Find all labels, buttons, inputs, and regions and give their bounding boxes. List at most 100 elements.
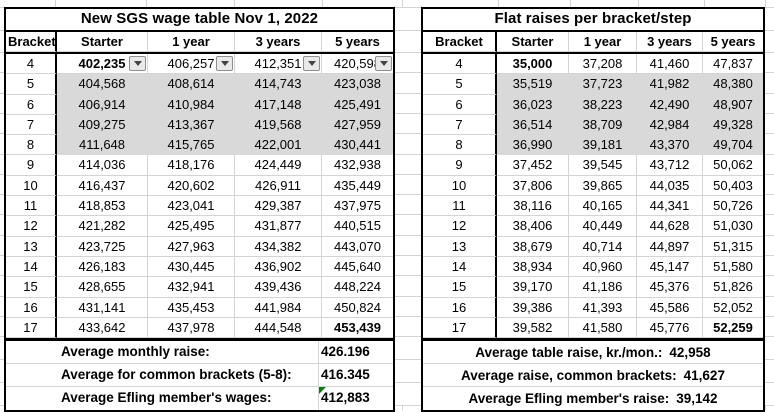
bracket-cell[interactable]: 11 (423, 196, 497, 217)
value-cell[interactable]: 415,765 (148, 135, 235, 156)
filter-dropdown-button[interactable] (375, 56, 392, 71)
column-header-1-year[interactable]: 1 year (148, 32, 235, 52)
value-cell[interactable]: 423,041 (148, 196, 235, 217)
bracket-cell[interactable]: 12 (423, 216, 497, 237)
value-cell[interactable]: 414,743 (235, 74, 322, 95)
bracket-cell[interactable]: 9 (6, 155, 57, 176)
value-cell[interactable]: 420,598 (322, 54, 393, 75)
value-cell[interactable]: 51,315 (703, 237, 763, 257)
value-cell[interactable]: 44,628 (637, 216, 703, 237)
bracket-cell[interactable]: 16 (423, 297, 497, 318)
bracket-cell[interactable]: 5 (6, 74, 57, 95)
value-cell[interactable]: 439,436 (235, 277, 322, 298)
value-cell[interactable]: 431,141 (57, 297, 148, 318)
value-cell[interactable]: 417,148 (235, 94, 322, 115)
value-cell[interactable]: 43,370 (637, 135, 703, 156)
bracket-cell[interactable]: 17 (6, 317, 57, 339)
value-cell[interactable]: 45,586 (637, 297, 703, 318)
value-cell[interactable]: 429,387 (235, 196, 322, 217)
value-cell[interactable]: 410,984 (148, 94, 235, 115)
value-cell[interactable]: 39,170 (497, 277, 569, 298)
value-cell[interactable]: 431,877 (235, 216, 322, 237)
bracket-cell[interactable]: 6 (423, 94, 497, 115)
value-cell[interactable]: 40,960 (569, 256, 637, 278)
value-cell[interactable]: 424,449 (235, 155, 322, 176)
bracket-cell[interactable]: 13 (423, 236, 497, 257)
value-cell[interactable]: 425,491 (322, 94, 393, 115)
value-cell[interactable]: 38,679 (497, 236, 569, 257)
column-header-starter[interactable]: Starter (57, 32, 148, 52)
value-cell[interactable]: 406,914 (57, 94, 148, 115)
value-cell[interactable]: 435,453 (148, 297, 235, 318)
value-cell[interactable]: 420,602 (148, 175, 235, 197)
value-cell[interactable]: 432,941 (148, 277, 235, 298)
value-cell[interactable]: 450,824 (322, 298, 393, 318)
filter-dropdown-button[interactable] (303, 56, 320, 71)
bracket-cell[interactable]: 9 (423, 155, 497, 176)
bracket-cell[interactable]: 6 (6, 94, 57, 115)
bracket-cell[interactable]: 10 (423, 175, 497, 197)
value-cell[interactable]: 49,704 (703, 135, 763, 156)
value-cell[interactable]: 37,806 (497, 175, 569, 197)
column-header-5-years[interactable]: 5 years (322, 32, 393, 52)
bracket-cell[interactable]: 4 (6, 54, 57, 75)
summary-line[interactable]: Average Efling member's raise: 39,142 (423, 387, 763, 410)
bracket-cell[interactable]: 17 (423, 317, 497, 339)
value-cell[interactable]: 402,235 (57, 54, 148, 75)
value-cell[interactable]: 435,449 (322, 176, 393, 197)
value-cell[interactable]: 40,165 (569, 196, 637, 217)
summary-line[interactable]: Average raise, common brackets: 41,627 (423, 364, 763, 386)
bracket-cell[interactable]: 8 (423, 135, 497, 156)
value-cell[interactable]: 423,725 (57, 236, 148, 257)
value-cell[interactable]: 39,582 (497, 317, 569, 339)
column-header-5-years[interactable]: 5 years (703, 32, 763, 52)
value-cell[interactable]: 51,826 (703, 277, 763, 298)
value-cell[interactable]: 45,376 (637, 277, 703, 298)
value-cell[interactable]: 437,978 (148, 317, 235, 339)
column-header-3-years[interactable]: 3 years (235, 32, 322, 52)
bracket-cell[interactable]: 5 (423, 74, 497, 95)
column-header-bracket[interactable]: Bracket (6, 32, 57, 52)
value-cell[interactable]: 38,223 (569, 94, 637, 115)
value-cell[interactable]: 430,441 (322, 135, 393, 156)
value-cell[interactable]: 35,000 (497, 54, 569, 75)
value-cell[interactable]: 445,640 (322, 257, 393, 278)
value-cell[interactable]: 440,515 (322, 216, 393, 237)
summary-line[interactable]: Average table raise, kr./mon.: 42,958 (423, 341, 763, 363)
value-cell[interactable]: 404,568 (57, 74, 148, 95)
value-cell[interactable]: 36,990 (497, 135, 569, 156)
value-cell[interactable]: 41,393 (569, 297, 637, 318)
value-cell[interactable]: 36,023 (497, 94, 569, 115)
value-cell[interactable]: 39,181 (569, 135, 637, 156)
value-cell[interactable]: 52,259 (703, 318, 763, 339)
value-cell[interactable]: 47,837 (703, 54, 763, 75)
value-cell[interactable]: 48,907 (703, 94, 763, 115)
value-cell[interactable]: 37,723 (569, 74, 637, 95)
bracket-cell[interactable]: 11 (6, 196, 57, 217)
value-cell[interactable]: 50,726 (703, 196, 763, 217)
value-cell[interactable]: 44,035 (637, 175, 703, 197)
column-header-1-year[interactable]: 1 year (569, 32, 637, 52)
bracket-cell[interactable]: 15 (423, 277, 497, 298)
value-cell[interactable]: 42,984 (637, 114, 703, 136)
bracket-cell[interactable]: 7 (423, 114, 497, 136)
value-cell[interactable]: 41,460 (637, 54, 703, 75)
value-cell[interactable]: 453,439 (322, 318, 393, 339)
value-cell[interactable]: 421,282 (57, 216, 148, 237)
value-cell[interactable]: 409,275 (57, 114, 148, 136)
value-cell[interactable]: 51,030 (703, 216, 763, 237)
bracket-cell[interactable]: 15 (6, 277, 57, 298)
filter-dropdown-button[interactable] (216, 56, 233, 71)
value-cell[interactable]: 38,934 (497, 256, 569, 278)
value-cell[interactable]: 411,648 (57, 135, 148, 156)
value-cell[interactable]: 443,070 (322, 237, 393, 257)
column-header-3-years[interactable]: 3 years (637, 32, 703, 52)
summary-value[interactable]: 412,883 (318, 387, 393, 411)
value-cell[interactable]: 434,382 (235, 236, 322, 257)
bracket-cell[interactable]: 13 (6, 236, 57, 257)
bracket-cell[interactable]: 10 (6, 175, 57, 197)
value-cell[interactable]: 428,655 (57, 277, 148, 298)
column-header-starter[interactable]: Starter (497, 32, 569, 52)
value-cell[interactable]: 37,208 (569, 54, 637, 75)
value-cell[interactable]: 412,351 (235, 54, 322, 75)
